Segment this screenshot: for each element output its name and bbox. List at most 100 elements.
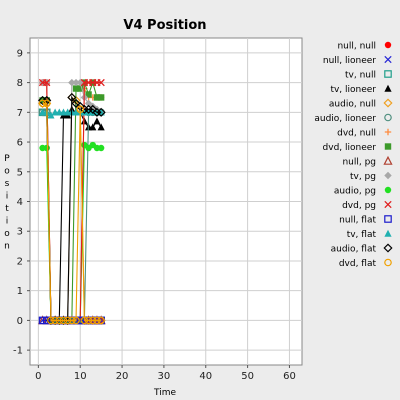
x-axis-label: Time xyxy=(153,388,176,398)
legend-marker xyxy=(384,70,392,78)
data-point xyxy=(97,144,105,152)
axes: 0 10 20 30 40 50 60 -1 0 1 2 3 4 5 6 7 8 9 xyxy=(13,48,296,382)
x-tick-label: 60 xyxy=(283,371,296,382)
x-tick-label: 10 xyxy=(74,371,87,382)
data-point xyxy=(93,117,101,125)
series-layer xyxy=(37,78,106,325)
legend: null, null null, lioneer tv, null tv, lione… xyxy=(314,41,393,269)
data-point xyxy=(72,78,80,87)
y-tick-label: 2 xyxy=(17,256,23,267)
legend-item: tv, flat xyxy=(347,229,392,240)
y-tick-label: 5 xyxy=(17,167,23,178)
legend-item: tv, null xyxy=(345,70,392,81)
y-axis-label: Position xyxy=(4,154,10,252)
legend-item: null, pg xyxy=(342,155,393,168)
legend-label: tv, null xyxy=(345,71,376,81)
data-point xyxy=(97,94,105,101)
y-axis-label-letter: s xyxy=(5,179,10,189)
legend-marker xyxy=(384,41,392,49)
data-point xyxy=(55,316,64,325)
data-point xyxy=(68,78,76,87)
y-axis-label-letter: o xyxy=(4,229,10,239)
legend-item: audio, lioneer xyxy=(314,113,392,124)
x-tick-label: 40 xyxy=(199,371,212,382)
legend-item: null, null xyxy=(337,41,392,52)
y-axis-label-letter: n xyxy=(4,241,10,251)
y-tick-label: 4 xyxy=(17,197,23,208)
data-point xyxy=(85,91,92,98)
legend-label: dvd, null xyxy=(337,129,376,139)
legend-marker xyxy=(384,258,392,267)
series-dvd-flat xyxy=(38,99,105,325)
legend-item: audio, null xyxy=(329,98,393,110)
data-point xyxy=(51,316,59,325)
legend-label: dvd, lioneer xyxy=(323,143,377,153)
data-point xyxy=(80,316,89,325)
y-tick-label: 0 xyxy=(17,316,23,327)
legend-label: dvd, pg xyxy=(342,201,376,211)
x-tick-label: 30 xyxy=(158,371,171,382)
legend-marker xyxy=(383,98,393,108)
data-point xyxy=(76,105,85,114)
data-point xyxy=(89,123,97,131)
data-point xyxy=(76,316,85,325)
legend-label: null, null xyxy=(337,42,376,52)
legend-marker xyxy=(384,113,392,122)
legend-label: tv, pg xyxy=(350,172,376,182)
data-point xyxy=(71,98,81,108)
data-point xyxy=(93,94,101,101)
legend-label: audio, null xyxy=(329,100,376,110)
legend-label: dvd, flat xyxy=(339,259,377,269)
legend-item: dvd, flat xyxy=(339,258,392,269)
y-axis-label-letter: i xyxy=(6,191,9,201)
data-point xyxy=(84,316,93,325)
legend-marker xyxy=(384,171,392,180)
data-point xyxy=(96,107,106,117)
y-tick-label: 3 xyxy=(17,227,23,238)
legend-item: dvd, lioneer xyxy=(323,143,392,153)
data-point xyxy=(97,78,105,87)
legend-marker xyxy=(384,84,392,92)
data-point xyxy=(59,316,68,325)
y-tick-label: 1 xyxy=(17,286,23,297)
legend-label: audio, pg xyxy=(334,187,376,197)
legend-marker xyxy=(384,143,392,150)
legend-item: null, flat xyxy=(339,215,392,226)
legend-marker xyxy=(384,186,392,194)
data-point xyxy=(38,316,47,325)
legend-label: tv, lioneer xyxy=(330,85,376,95)
data-point xyxy=(43,144,50,152)
data-point xyxy=(88,316,97,325)
legend-marker xyxy=(384,215,392,223)
y-tick-label: 9 xyxy=(17,48,23,59)
data-point xyxy=(68,316,76,325)
x-tick-label: 20 xyxy=(116,371,129,382)
legend-item: null, lioneer xyxy=(323,55,392,66)
data-point xyxy=(72,316,80,325)
legend-marker xyxy=(383,243,393,253)
y-tick-label: 7 xyxy=(17,108,23,119)
legend-marker xyxy=(384,229,392,237)
legend-marker xyxy=(384,55,392,64)
data-point xyxy=(93,316,101,325)
legend-marker xyxy=(384,128,392,136)
y-axis-label-letter: t xyxy=(5,204,9,214)
legend-item: tv, pg xyxy=(350,171,392,182)
y-tick-label: 8 xyxy=(17,78,23,89)
data-point xyxy=(63,316,72,325)
x-tick-label: 0 xyxy=(35,371,41,382)
data-point xyxy=(42,99,51,108)
legend-marker xyxy=(384,200,392,209)
data-point xyxy=(47,111,55,119)
data-point xyxy=(88,104,98,114)
x-tick-label: 50 xyxy=(241,371,254,382)
chart-title: V4 Position xyxy=(123,18,206,33)
data-point xyxy=(38,99,47,108)
legend-item: audio, pg xyxy=(334,186,392,197)
legend-label: audio, flat xyxy=(331,245,377,255)
data-point xyxy=(72,85,80,92)
legend-label: tv, flat xyxy=(347,230,377,240)
legend-label: null, lioneer xyxy=(323,56,376,66)
legend-label: audio, lioneer xyxy=(314,114,376,124)
